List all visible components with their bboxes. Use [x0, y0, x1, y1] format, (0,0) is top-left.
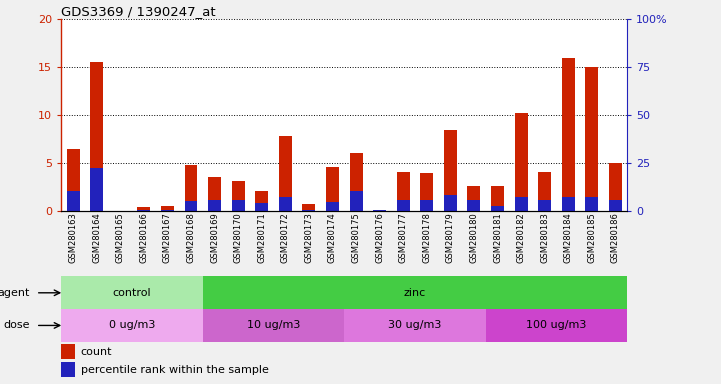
Bar: [185, 165, 198, 211]
Bar: [61, 362, 75, 377]
Bar: [66, 149, 79, 211]
Bar: [61, 309, 203, 342]
Bar: [255, 203, 268, 211]
Text: agent: agent: [0, 288, 30, 298]
Bar: [515, 113, 528, 211]
Bar: [444, 130, 457, 211]
Bar: [539, 200, 552, 211]
Bar: [279, 197, 292, 211]
Bar: [420, 200, 433, 211]
Bar: [539, 172, 552, 211]
Bar: [609, 200, 622, 211]
Text: 10 ug/m3: 10 ug/m3: [247, 320, 300, 331]
Bar: [326, 202, 339, 211]
Bar: [231, 182, 244, 211]
Text: GDS3369 / 1390247_at: GDS3369 / 1390247_at: [61, 5, 216, 18]
Bar: [279, 136, 292, 211]
Bar: [609, 163, 622, 211]
Bar: [486, 309, 627, 342]
Bar: [61, 276, 203, 309]
Bar: [161, 207, 174, 211]
Bar: [397, 172, 410, 211]
Bar: [350, 153, 363, 211]
Bar: [137, 207, 150, 211]
Bar: [203, 276, 627, 309]
Bar: [231, 200, 244, 211]
Bar: [255, 191, 268, 211]
Bar: [302, 204, 315, 211]
Bar: [161, 210, 174, 211]
Bar: [185, 200, 198, 211]
Bar: [66, 191, 79, 211]
Text: 100 ug/m3: 100 ug/m3: [526, 320, 587, 331]
Bar: [467, 186, 480, 211]
Text: 0 ug/m3: 0 ug/m3: [109, 320, 155, 331]
Bar: [491, 207, 504, 211]
Bar: [90, 168, 103, 211]
Bar: [326, 167, 339, 211]
Bar: [467, 200, 480, 211]
Bar: [373, 210, 386, 211]
Bar: [61, 344, 75, 359]
Bar: [491, 186, 504, 211]
Text: control: control: [112, 288, 151, 298]
Bar: [420, 173, 433, 211]
Bar: [585, 67, 598, 211]
Bar: [302, 210, 315, 211]
Bar: [208, 177, 221, 211]
Text: percentile rank within the sample: percentile rank within the sample: [81, 365, 268, 375]
Bar: [345, 309, 486, 342]
Bar: [562, 197, 575, 211]
Bar: [373, 210, 386, 211]
Text: count: count: [81, 347, 112, 357]
Bar: [350, 191, 363, 211]
Bar: [562, 58, 575, 211]
Bar: [203, 309, 345, 342]
Bar: [137, 210, 150, 211]
Bar: [208, 200, 221, 211]
Text: dose: dose: [4, 320, 30, 331]
Bar: [90, 63, 103, 211]
Bar: [397, 200, 410, 211]
Bar: [444, 195, 457, 211]
Text: 30 ug/m3: 30 ug/m3: [389, 320, 442, 331]
Bar: [585, 197, 598, 211]
Bar: [515, 197, 528, 211]
Text: zinc: zinc: [404, 288, 426, 298]
